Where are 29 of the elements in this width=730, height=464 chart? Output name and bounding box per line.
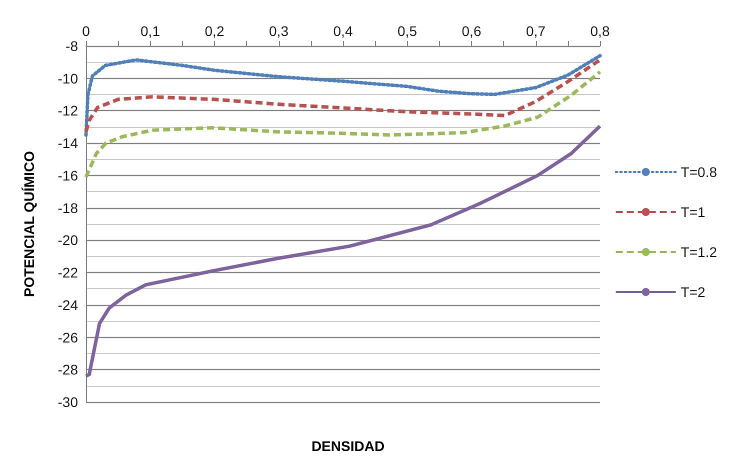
y-axis-title: POTENCIAL QUÍMICO [21, 150, 37, 297]
x-tick-label: 0 [82, 23, 90, 39]
x-tick-label: 0,5 [398, 23, 418, 39]
y-tick-label: -22 [58, 264, 78, 281]
y-tick-label: -28 [58, 362, 78, 378]
x-tick-label: 0,3 [269, 23, 289, 39]
legend-label: T=1 [680, 204, 706, 220]
y-tick-label: -20 [58, 232, 78, 248]
legend-label: T=1.2 [680, 244, 718, 260]
x-tick-label: 0,7 [526, 23, 546, 39]
legend-label: T=0.8 [680, 164, 718, 180]
y-tick-label: -16 [58, 167, 78, 184]
x-tick-label: 0,6 [462, 23, 482, 39]
y-tick-label: -18 [58, 200, 78, 216]
y-tick-label: -8 [66, 38, 78, 54]
y-tick-label: -24 [58, 296, 78, 313]
y-tick-label: -30 [58, 394, 78, 410]
x-axis-title: DENSIDAD [311, 438, 385, 454]
legend-label: T=2 [680, 284, 706, 300]
y-tick-label: -14 [58, 135, 78, 152]
y-tick-label: -10 [58, 70, 78, 86]
line-series [84, 70, 602, 179]
x-tick-label: 0,2 [204, 23, 224, 39]
x-tick-label: 0,1 [140, 23, 160, 39]
x-tick-label: 0,4 [333, 23, 353, 39]
y-tick-label: -26 [58, 329, 78, 346]
line-series [84, 124, 602, 378]
y-tick-label: -12 [58, 102, 78, 119]
x-tick-label: 0,8 [590, 23, 610, 39]
